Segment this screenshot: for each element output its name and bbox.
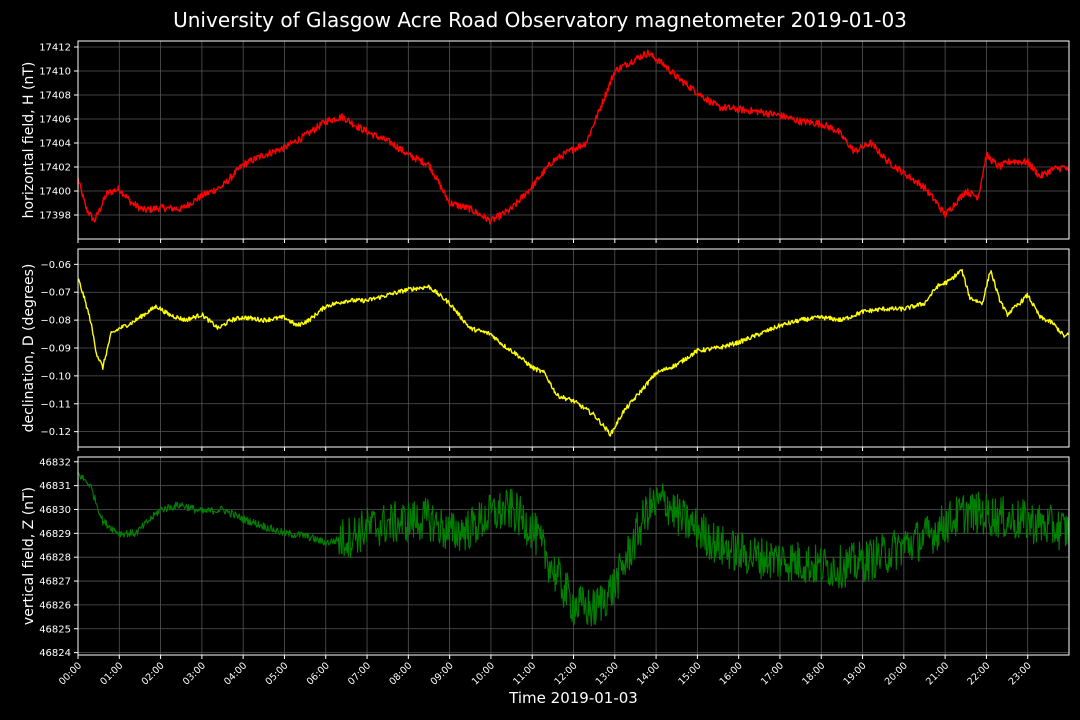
x-tick-label: 00:00 [57,660,84,687]
y-tick-label: 46828 [39,553,71,564]
y-tick-label: −0.12 [40,427,71,438]
y-tick-label: 46827 [39,577,71,588]
series-line [77,268,1070,437]
chart-title: University of Glasgow Acre Road Observat… [173,8,907,32]
y-tick-label: 46829 [39,529,71,540]
y-tick-label: 17400 [39,187,71,198]
x-tick-label: 10:00 [470,660,497,687]
y-tick-label: 46831 [39,481,71,492]
y-axis-label: declination, D (degrees) [21,264,37,433]
x-tick-label: 02:00 [140,660,167,687]
y-tick-label: 46826 [39,600,71,611]
y-tick-label: −0.09 [40,344,71,355]
x-tick-label: 22:00 [965,660,992,687]
y-tick-label: −0.06 [40,260,71,271]
x-tick-label: 04:00 [222,660,249,687]
y-axis-label: horizontal field, H (nT) [21,62,37,219]
x-tick-label: 03:00 [181,660,208,687]
x-tick-label: 07:00 [346,660,373,687]
y-tick-label: 17398 [39,211,71,222]
x-tick-label: 23:00 [1007,660,1034,687]
x-tick-label: 05:00 [263,660,290,687]
axes-frame [77,456,1070,656]
x-tick-label: 19:00 [842,660,869,687]
x-tick-label: 14:00 [635,660,662,687]
axes-frame [77,40,1070,240]
y-tick-label: 17408 [39,91,71,102]
x-tick-label: 06:00 [305,660,332,687]
y-axis-label: vertical field, Z (nT) [21,487,37,625]
axes-frame [77,248,1070,448]
x-tick-label: 18:00 [800,660,827,687]
y-tick-label: −0.07 [40,288,71,299]
y-tick-label: −0.10 [40,371,71,382]
x-tick-label: 11:00 [511,660,538,687]
x-tick-label: 15:00 [676,660,703,687]
y-tick-label: 17402 [39,163,71,174]
series-line [77,49,1070,225]
y-tick-label: 46824 [39,648,71,659]
x-tick-label: 13:00 [594,660,621,687]
x-tick-label: 08:00 [387,660,414,687]
y-tick-label: 17412 [39,43,71,54]
x-tick-label: 01:00 [98,660,125,687]
series-line [77,472,1070,627]
y-tick-label: 46825 [39,624,71,635]
x-tick-label: 16:00 [718,660,745,687]
x-tick-label: 21:00 [924,660,951,687]
y-tick-label: −0.11 [40,399,71,410]
y-tick-label: −0.08 [40,316,71,327]
x-tick-label: 09:00 [429,660,456,687]
x-tick-label: 20:00 [883,660,910,687]
y-tick-label: 17406 [39,115,71,126]
y-tick-label: 46830 [39,505,71,516]
x-axis-label: Time 2019-01-03 [509,689,638,707]
y-tick-label: 46832 [39,457,71,468]
x-tick-label: 12:00 [552,660,579,687]
y-tick-label: 17410 [39,67,71,78]
y-tick-label: 17404 [39,139,71,150]
x-tick-label: 17:00 [759,660,786,687]
